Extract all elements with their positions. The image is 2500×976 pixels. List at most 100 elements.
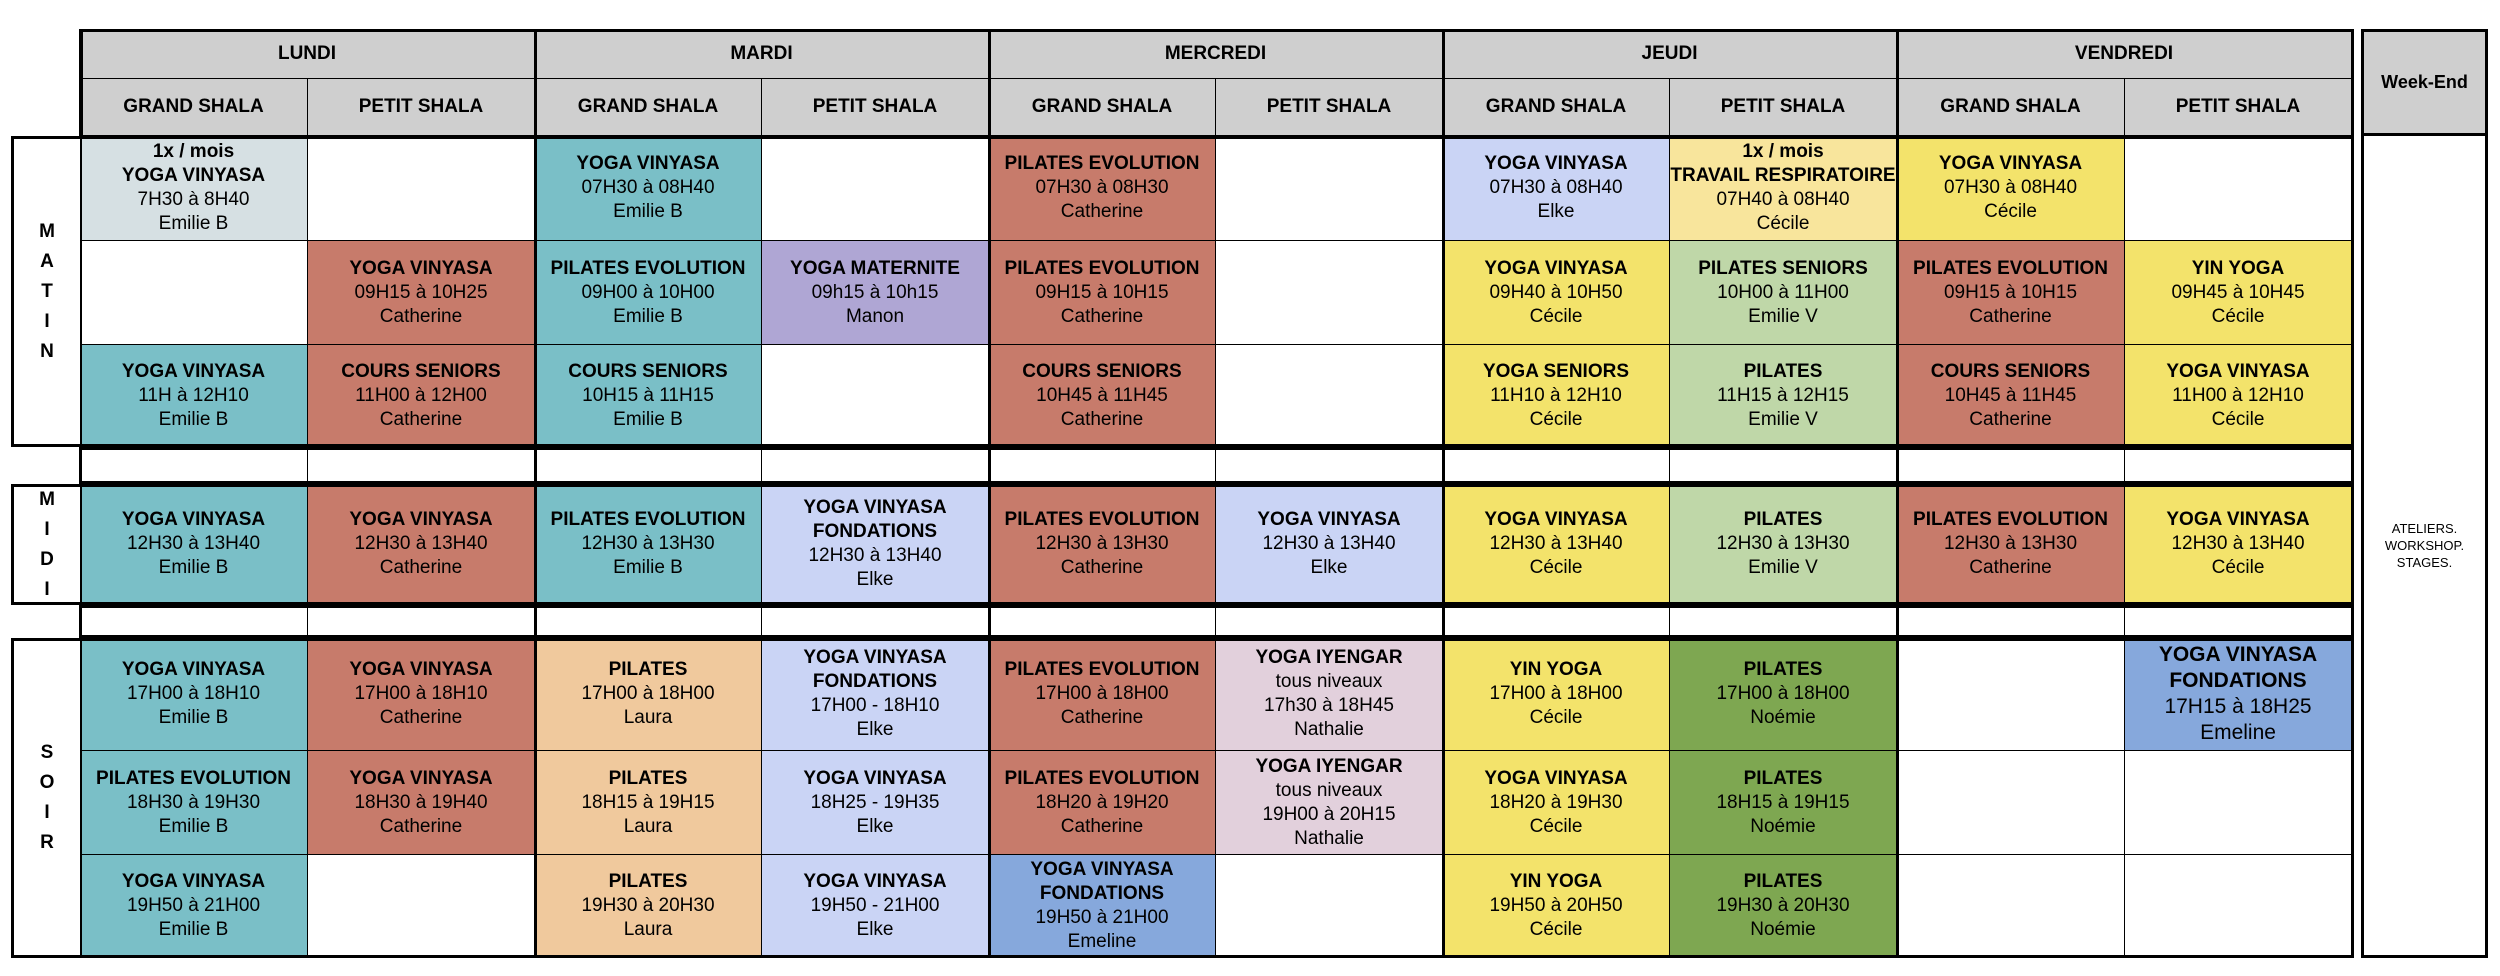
- class-slot[interactable]: YOGA VINYASA 18H30 à 19H40 Catherine: [308, 751, 535, 855]
- class-detail: Catherine: [1060, 408, 1144, 430]
- class-slot[interactable]: YOGA VINYASA 07H30 à 08H40 Emilie B: [535, 136, 762, 241]
- class-slot[interactable]: PILATES EVOLUTION 09H15 à 10H15 Catherine: [1897, 241, 2125, 345]
- class-title: PILATES EVOLUTION: [550, 509, 746, 530]
- class-title: FONDATIONS: [812, 521, 938, 542]
- class-slot[interactable]: YOGA VINYASA 11H à 12H10 Emilie B: [80, 345, 308, 447]
- gap-cell: [1897, 605, 2125, 638]
- class-detail: Emeline: [2200, 721, 2276, 744]
- class-slot[interactable]: PILATES 19H30 à 20H30 Laura: [535, 855, 762, 958]
- room-header: GRAND SHALA: [1443, 79, 1670, 136]
- class-slot[interactable]: YOGA VINYASA 09H15 à 10H25 Catherine: [308, 241, 535, 345]
- class-detail: Catherine: [379, 305, 463, 327]
- class-title: PILATES EVOLUTION: [96, 767, 291, 789]
- class-detail: 17H00 à 18H10: [126, 683, 261, 704]
- period-letter: I: [44, 578, 50, 600]
- class-title: YOGA VINYASA: [349, 257, 493, 279]
- class-slot[interactable]: PILATES EVOLUTION 12H30 à 13H30 Emilie B: [535, 484, 762, 605]
- class-detail: 09H15 à 10H15: [1035, 281, 1169, 303]
- day-header: MARDI: [535, 29, 989, 79]
- class-slot[interactable]: YOGA VINYASA 17H00 à 18H10 Emilie B: [80, 638, 308, 751]
- class-slot[interactable]: YOGA VINYASA 12H30 à 13H40 Cécile: [2125, 484, 2352, 605]
- class-detail: tous niveaux: [1275, 671, 1383, 692]
- gap-cell: [989, 605, 1216, 638]
- empty-cell: [308, 136, 535, 241]
- class-slot[interactable]: YOGA VINYASA 12H30 à 13H40 Elke: [1216, 484, 1443, 605]
- class-slot[interactable]: YOGA VINYASA FONDATIONS 17H15 à 18H25 Emeli…: [2125, 638, 2352, 751]
- class-slot[interactable]: YOGA VINYASA 09H40 à 10H50 Cécile: [1443, 241, 1670, 345]
- class-detail: 17H00 à 18H00: [581, 683, 715, 704]
- class-detail: 18H30 à 19H30: [126, 791, 261, 813]
- class-detail: 12H30 à 13H40: [126, 533, 261, 554]
- class-title: FONDATIONS: [2169, 669, 2307, 692]
- class-detail: Catherine: [1060, 707, 1144, 728]
- class-slot[interactable]: 1x / mois TRAVAIL RESPIRATOIRE 07H40 à 08H…: [1670, 136, 1897, 241]
- class-slot[interactable]: YIN YOGA 17H00 à 18H00 Cécile: [1443, 638, 1670, 751]
- class-slot[interactable]: YOGA VINYASA 18H25 - 19H35 Elke: [762, 751, 989, 855]
- class-slot[interactable]: YOGA VINYASA 19H50 - 21H00 Elke: [762, 855, 989, 958]
- class-title: YOGA SENIORS: [1482, 360, 1630, 382]
- class-slot[interactable]: COURS SENIORS 10H45 à 11H45 Catherine: [1897, 345, 2125, 447]
- class-slot[interactable]: COURS SENIORS 10H15 à 11H15 Emilie B: [535, 345, 762, 447]
- class-slot[interactable]: YOGA IYENGAR tous niveaux 17h30 à 18H45 Nat…: [1216, 638, 1443, 751]
- class-title: YOGA VINYASA: [121, 659, 266, 680]
- class-title: PILATES EVOLUTION: [1913, 257, 2108, 279]
- class-slot[interactable]: YOGA VINYASA FONDATIONS 17H00 - 18H10 Elke: [762, 638, 989, 751]
- class-slot[interactable]: PILATES EVOLUTION 18H20 à 19H20 Catherine: [989, 751, 1216, 855]
- class-slot[interactable]: YIN YOGA 19H50 à 20H50 Cécile: [1443, 855, 1670, 958]
- class-slot[interactable]: COURS SENIORS 10H45 à 11H45 Catherine: [989, 345, 1216, 447]
- class-slot[interactable]: PILATES EVOLUTION 09H00 à 10H00 Emilie B: [535, 241, 762, 345]
- class-detail: Elke: [856, 919, 894, 940]
- class-slot[interactable]: PILATES 18H15 à 19H15 Laura: [535, 751, 762, 855]
- class-slot[interactable]: PILATES EVOLUTION 09H15 à 10H15 Catherine: [989, 241, 1216, 345]
- class-slot[interactable]: YOGA VINYASA 07H30 à 08H40 Cécile: [1897, 136, 2125, 241]
- class-slot[interactable]: PILATES EVOLUTION 17H00 à 18H00 Catherine: [989, 638, 1216, 751]
- class-slot[interactable]: YOGA SENIORS 11H10 à 12H10 Cécile: [1443, 345, 1670, 447]
- class-title: PILATES: [1743, 871, 1823, 892]
- class-slot[interactable]: PILATES 18H15 à 19H15 Noémie: [1670, 751, 1897, 855]
- class-detail: tous niveaux: [1275, 779, 1383, 801]
- class-title: YOGA IYENGAR: [1255, 647, 1403, 668]
- class-slot[interactable]: YIN YOGA 09H45 à 10H45 Cécile: [2125, 241, 2352, 345]
- class-slot[interactable]: YOGA VINYASA 12H30 à 13H40 Cécile: [1443, 484, 1670, 605]
- class-title: YOGA VINYASA: [803, 871, 947, 892]
- class-detail: Noémie: [1750, 815, 1816, 837]
- class-title: PILATES EVOLUTION: [1004, 659, 1200, 680]
- class-slot[interactable]: PILATES EVOLUTION 18H30 à 19H30 Emilie B: [80, 751, 308, 855]
- class-slot[interactable]: PILATES 19H30 à 20H30 Noémie: [1670, 855, 1897, 958]
- class-slot[interactable]: YOGA VINYASA 17H00 à 18H10 Catherine: [308, 638, 535, 751]
- class-detail: 12H30 à 13H40: [808, 545, 942, 566]
- class-slot[interactable]: 1x / mois YOGA VINYASA 7H30 à 8H40 Emilie B: [80, 136, 308, 241]
- class-detail: Emeline: [1067, 931, 1137, 952]
- class-slot[interactable]: PILATES EVOLUTION 07H30 à 08H30 Catherine: [989, 136, 1216, 241]
- day-header: VENDREDI: [1897, 29, 2352, 79]
- class-detail: Catherine: [379, 408, 463, 430]
- class-detail: Emilie V: [1748, 557, 1818, 578]
- room-header: PETIT SHALA: [1216, 79, 1443, 136]
- class-slot[interactable]: PILATES EVOLUTION 12H30 à 13H30 Catherine: [1897, 484, 2125, 605]
- class-title: YOGA VINYASA: [349, 509, 493, 530]
- class-detail: 7H30 à 8H40: [137, 189, 250, 210]
- class-slot[interactable]: YOGA VINYASA 11H00 à 12H10 Cécile: [2125, 345, 2352, 447]
- class-title: PILATES EVOLUTION: [1004, 767, 1200, 789]
- class-slot[interactable]: PILATES EVOLUTION 12H30 à 13H30 Catherine: [989, 484, 1216, 605]
- class-slot[interactable]: COURS SENIORS 11H00 à 12H00 Catherine: [308, 345, 535, 447]
- class-detail: Catherine: [1060, 557, 1144, 578]
- class-detail: 17h30 à 18H45: [1264, 695, 1394, 716]
- class-slot[interactable]: PILATES 12H30 à 13H30 Emilie V: [1670, 484, 1897, 605]
- class-slot[interactable]: PILATES 17H00 à 18H00 Laura: [535, 638, 762, 751]
- empty-cell: [1897, 638, 2125, 751]
- class-slot[interactable]: YOGA VINYASA 07H30 à 08H40 Elke: [1443, 136, 1670, 241]
- class-slot[interactable]: YOGA VINYASA 18H20 à 19H30 Cécile: [1443, 751, 1670, 855]
- class-slot[interactable]: PILATES 11H15 à 12H15 Emilie V: [1670, 345, 1897, 447]
- class-slot[interactable]: PILATES 17H00 à 18H00 Noémie: [1670, 638, 1897, 751]
- class-detail: Emilie V: [1748, 408, 1818, 430]
- day-header: JEUDI: [1443, 29, 1897, 79]
- class-slot[interactable]: YOGA MATERNITE 09h15 à 10h15 Manon: [762, 241, 989, 345]
- class-slot[interactable]: YOGA IYENGAR tous niveaux 19H00 à 20H15 Nat…: [1216, 751, 1443, 855]
- class-title: COURS SENIORS: [1930, 360, 2091, 382]
- class-detail: 17H15 à 18H25: [2164, 695, 2312, 718]
- class-slot[interactable]: YOGA VINYASA FONDATIONS 12H30 à 13H40 Elke: [762, 484, 989, 605]
- class-slot[interactable]: PILATES SENIORS 10H00 à 11H00 Emilie V: [1670, 241, 1897, 345]
- class-slot[interactable]: YOGA VINYASA 12H30 à 13H40 Emilie B: [80, 484, 308, 605]
